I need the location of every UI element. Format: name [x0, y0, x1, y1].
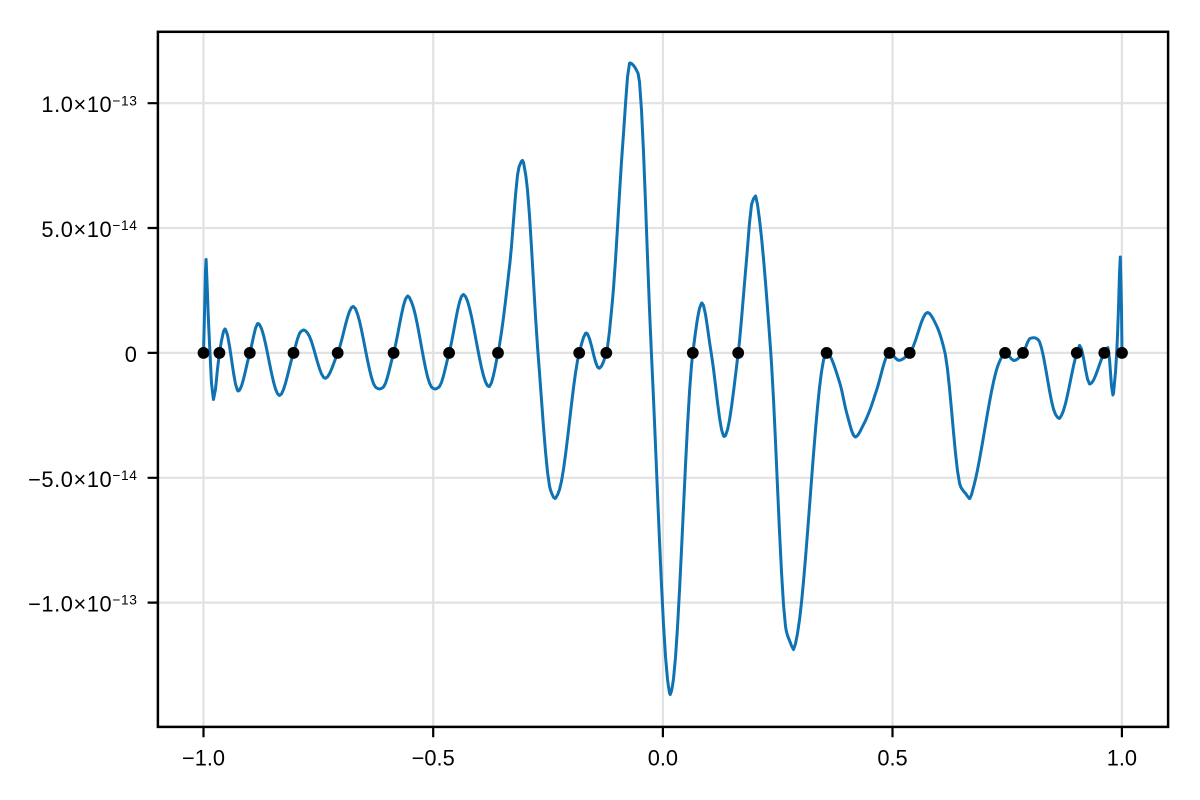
svg-text:0.0: 0.0 [648, 745, 678, 770]
svg-text:−0.5: −0.5 [412, 745, 455, 770]
svg-text:−1.0: −1.0 [182, 745, 225, 770]
svg-text:0.5: 0.5 [877, 745, 907, 770]
svg-text:0: 0 [125, 342, 138, 367]
svg-text:1.0: 1.0 [1107, 745, 1137, 770]
